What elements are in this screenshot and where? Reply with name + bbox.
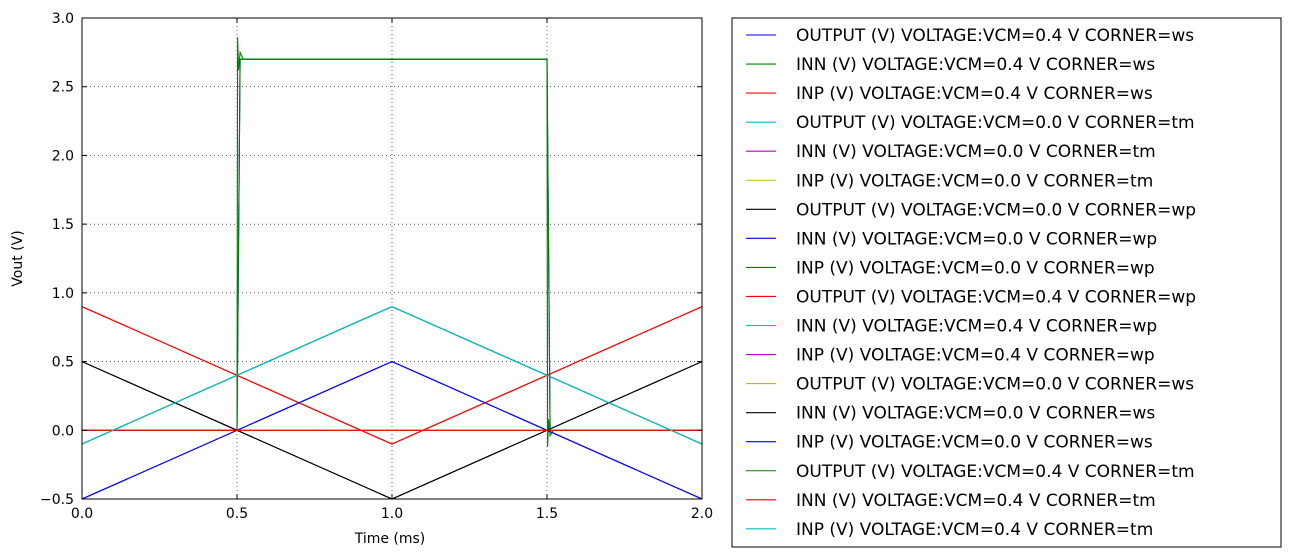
legend-label-1: OUTPUT (V) VOLTAGE:VCM=0.4 V CORNER=ws xyxy=(796,26,1194,46)
y-tick-label: 1.5 xyxy=(52,217,74,233)
series-line-6 xyxy=(82,305,702,445)
ticks xyxy=(81,17,703,500)
legend: OUTPUT (V) VOLTAGE:VCM=0.4 V CORNER=ws IN… xyxy=(731,17,1282,548)
legend-label-17: INN (V) VOLTAGE:VCM=0.4 V CORNER=tm xyxy=(796,491,1156,511)
legend-label-11: INN (V) VOLTAGE:VCM=0.4 V CORNER=wp xyxy=(796,317,1157,337)
series-line-11 xyxy=(82,305,702,445)
y-tick-label: 2.0 xyxy=(52,148,74,164)
series-line-4 xyxy=(82,305,702,445)
x-axis-label: Time (ms) xyxy=(354,531,426,547)
y-tick-label: 2.5 xyxy=(52,80,74,96)
legend-label-6: INP (V) VOLTAGE:VCM=0.0 V CORNER=tm xyxy=(796,171,1153,191)
series-lines xyxy=(82,37,702,499)
grid xyxy=(82,18,702,499)
x-tick-label: 2.0 xyxy=(691,506,713,522)
legend-label-10: OUTPUT (V) VOLTAGE:VCM=0.4 V CORNER=wp xyxy=(796,287,1196,307)
series-line-10 xyxy=(82,306,702,445)
x-tick-label: 0.0 xyxy=(71,506,93,522)
legend-label-3: INP (V) VOLTAGE:VCM=0.4 V CORNER=ws xyxy=(796,84,1153,104)
legend-label-9: INP (V) VOLTAGE:VCM=0.0 V CORNER=wp xyxy=(796,258,1155,278)
legend-label-18: INP (V) VOLTAGE:VCM=0.4 V CORNER=tm xyxy=(796,520,1153,540)
legend-label-2: INN (V) VOLTAGE:VCM=0.4 V CORNER=ws xyxy=(796,55,1155,75)
legend-label-13: OUTPUT (V) VOLTAGE:VCM=0.0 V CORNER=ws xyxy=(796,375,1194,395)
y-tick-label: 1.0 xyxy=(52,286,74,302)
legend-frame xyxy=(731,17,1282,548)
series-line-5 xyxy=(82,305,702,445)
tick-labels: 0.0 0.5 1.0 1.5 2.0−0.50.00.51.01.52.02.53.0 xyxy=(40,11,713,522)
legend-label-14: INN (V) VOLTAGE:VCM=0.0 V CORNER=ws xyxy=(796,404,1155,424)
x-tick-label: 0.5 xyxy=(226,506,248,522)
x-tick-label: 1.5 xyxy=(536,506,558,522)
series-line-14 xyxy=(82,361,702,499)
legend-label-5: INN (V) VOLTAGE:VCM=0.0 V CORNER=tm xyxy=(796,142,1156,162)
legend-label-15: INP (V) VOLTAGE:VCM=0.0 V CORNER=ws xyxy=(796,433,1153,453)
series-line-18 xyxy=(82,305,702,445)
y-tick-label: 3.0 xyxy=(52,11,74,27)
x-tick-label: 1.0 xyxy=(381,506,403,522)
y-axis-label: Vout (V) xyxy=(10,230,26,286)
legend-label-4: OUTPUT (V) VOLTAGE:VCM=0.0 V CORNER=tm xyxy=(796,113,1195,133)
legend-label-8: INN (V) VOLTAGE:VCM=0.0 V CORNER=wp xyxy=(796,229,1157,249)
y-tick-label: 0.0 xyxy=(52,423,74,439)
y-tick-label: 0.5 xyxy=(52,355,74,371)
legend-label-16: OUTPUT (V) VOLTAGE:VCM=0.4 V CORNER=tm xyxy=(796,462,1195,482)
series-line-15 xyxy=(82,360,702,499)
legend-label-7: OUTPUT (V) VOLTAGE:VCM=0.0 V CORNER=wp xyxy=(796,200,1196,220)
series-line-3 xyxy=(82,306,702,445)
y-tick-label: −0.5 xyxy=(40,492,74,508)
legend-label-12: INP (V) VOLTAGE:VCM=0.4 V CORNER=wp xyxy=(796,346,1155,366)
